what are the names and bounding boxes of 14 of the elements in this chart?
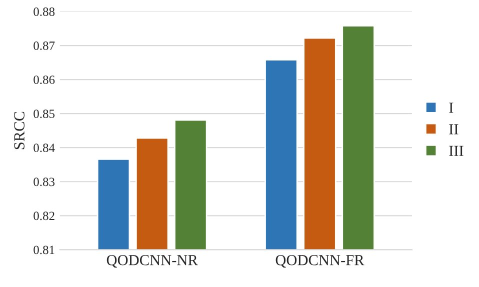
y-tick-label: 0.84 (34, 144, 55, 152)
y-tick-label: 0.87 (34, 42, 55, 50)
legend-label: I (449, 102, 454, 113)
legend-label: III (449, 146, 464, 156)
x-tick-label: QODCNN-FR (276, 255, 364, 268)
y-axis-title: SRCC (14, 112, 24, 150)
y-tick-label: 0.88 (34, 8, 55, 16)
y-tick-label: 0.83 (34, 178, 55, 186)
y-tick-label: 0.82 (34, 212, 54, 220)
x-tick-label: QODCNN-NR (106, 255, 198, 268)
y-tick-label: 0.85 (34, 110, 55, 118)
y-tick-label: 0.81 (34, 246, 54, 254)
legend-label: II (449, 124, 458, 134)
y-tick-label: 0.86 (34, 76, 55, 84)
